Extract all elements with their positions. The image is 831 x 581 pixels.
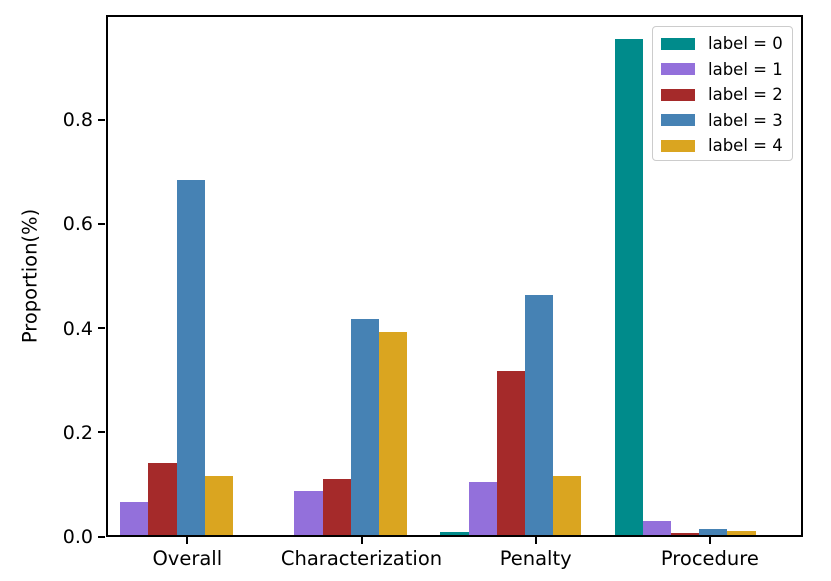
y-tick-label: 0.2: [62, 421, 93, 444]
x-tick-mark: [360, 537, 363, 544]
y-tick-mark: [98, 222, 105, 225]
y-tick-mark: [98, 118, 105, 121]
bar-overall-3: [176, 179, 205, 535]
legend-swatch-3: [661, 114, 695, 127]
x-tick-mark: [534, 537, 537, 544]
y-tick-mark: [98, 327, 105, 330]
legend-swatch-1: [661, 63, 695, 76]
x-tick-label-characterization: Characterization: [280, 547, 443, 570]
bar-procedure-0: [614, 39, 643, 535]
legend-swatch-4: [661, 139, 695, 152]
bar-characterization-2: [322, 478, 351, 535]
x-tick-label-penalty: Penalty: [499, 547, 572, 570]
legend-row-3: label = 3: [653, 108, 792, 134]
bar-procedure-3: [699, 528, 728, 535]
legend-label-0: label = 0: [708, 34, 783, 54]
x-tick-label-procedure: Procedure: [660, 547, 759, 570]
bar-procedure-4: [727, 530, 756, 535]
legend-row-4: label = 4: [653, 133, 792, 159]
y-tick-mark: [98, 535, 105, 538]
legend-swatch-0: [661, 37, 695, 50]
x-tick-label-overall: Overall: [152, 547, 223, 570]
bar-penalty-0: [440, 531, 469, 535]
legend-row-0: label = 0: [653, 31, 792, 57]
bar-characterization-1: [294, 490, 323, 535]
y-tick-label: 0.4: [62, 317, 93, 340]
legend-label-4: label = 4: [708, 136, 783, 156]
bar-characterization-4: [379, 331, 408, 535]
y-tick-label: 0.6: [62, 213, 93, 236]
y-tick-label: 0.8: [62, 109, 93, 132]
bar-overall-2: [148, 463, 177, 535]
bar-procedure-2: [671, 532, 700, 535]
legend-label-3: label = 3: [708, 110, 783, 130]
legend-row-2: label = 2: [653, 82, 792, 108]
y-tick-label: 0.0: [62, 526, 93, 548]
legend-label-2: label = 2: [708, 85, 783, 105]
bar-penalty-3: [525, 295, 554, 535]
bar-penalty-4: [553, 475, 582, 535]
y-tick-mark: [98, 431, 105, 434]
x-tick-mark: [708, 537, 711, 544]
legend-label-1: label = 1: [708, 59, 783, 79]
bar-overall-4: [204, 475, 233, 535]
bar-procedure-1: [642, 521, 671, 535]
bar-characterization-3: [350, 319, 379, 535]
bar-penalty-1: [468, 482, 497, 535]
bar-penalty-2: [496, 371, 525, 535]
legend-swatch-2: [661, 88, 695, 101]
legend-row-1: label = 1: [653, 57, 792, 83]
bar-overall-1: [120, 501, 149, 535]
legend: label = 0 label = 1 label = 2 label = 3 labe…: [652, 26, 793, 161]
x-tick-mark: [186, 537, 189, 544]
